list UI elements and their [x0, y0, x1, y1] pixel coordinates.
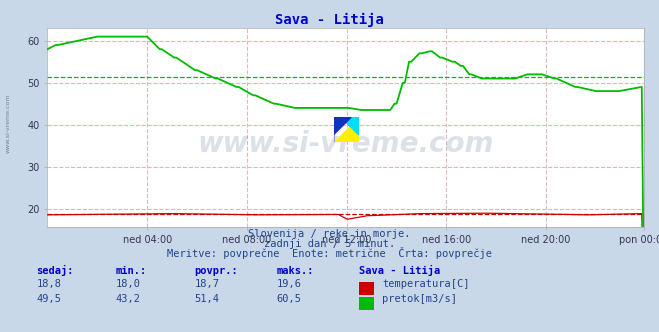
- Text: 49,5: 49,5: [36, 294, 61, 304]
- Text: Meritve: povprečne  Enote: metrične  Črta: povprečje: Meritve: povprečne Enote: metrične Črta:…: [167, 247, 492, 259]
- Text: sedaj:: sedaj:: [36, 265, 74, 276]
- Text: 43,2: 43,2: [115, 294, 140, 304]
- Text: 51,4: 51,4: [194, 294, 219, 304]
- Text: 60,5: 60,5: [277, 294, 302, 304]
- Text: povpr.:: povpr.:: [194, 266, 238, 276]
- Text: temperatura[C]: temperatura[C]: [382, 279, 470, 289]
- Polygon shape: [333, 117, 351, 142]
- Text: Slovenija / reke in morje.: Slovenija / reke in morje.: [248, 229, 411, 239]
- Text: 18,7: 18,7: [194, 279, 219, 289]
- Text: www.si-vreme.com: www.si-vreme.com: [198, 130, 494, 158]
- Text: Sava - Litija: Sava - Litija: [275, 13, 384, 27]
- Text: 18,0: 18,0: [115, 279, 140, 289]
- Polygon shape: [341, 117, 358, 135]
- Polygon shape: [333, 117, 358, 142]
- Text: maks.:: maks.:: [277, 266, 314, 276]
- Text: www.si-vreme.com: www.si-vreme.com: [6, 93, 11, 153]
- Text: 19,6: 19,6: [277, 279, 302, 289]
- Text: min.:: min.:: [115, 266, 146, 276]
- Text: Sava - Litija: Sava - Litija: [359, 265, 440, 276]
- Text: pretok[m3/s]: pretok[m3/s]: [382, 294, 457, 304]
- Text: zadnji dan / 5 minut.: zadnji dan / 5 minut.: [264, 239, 395, 249]
- Text: 18,8: 18,8: [36, 279, 61, 289]
